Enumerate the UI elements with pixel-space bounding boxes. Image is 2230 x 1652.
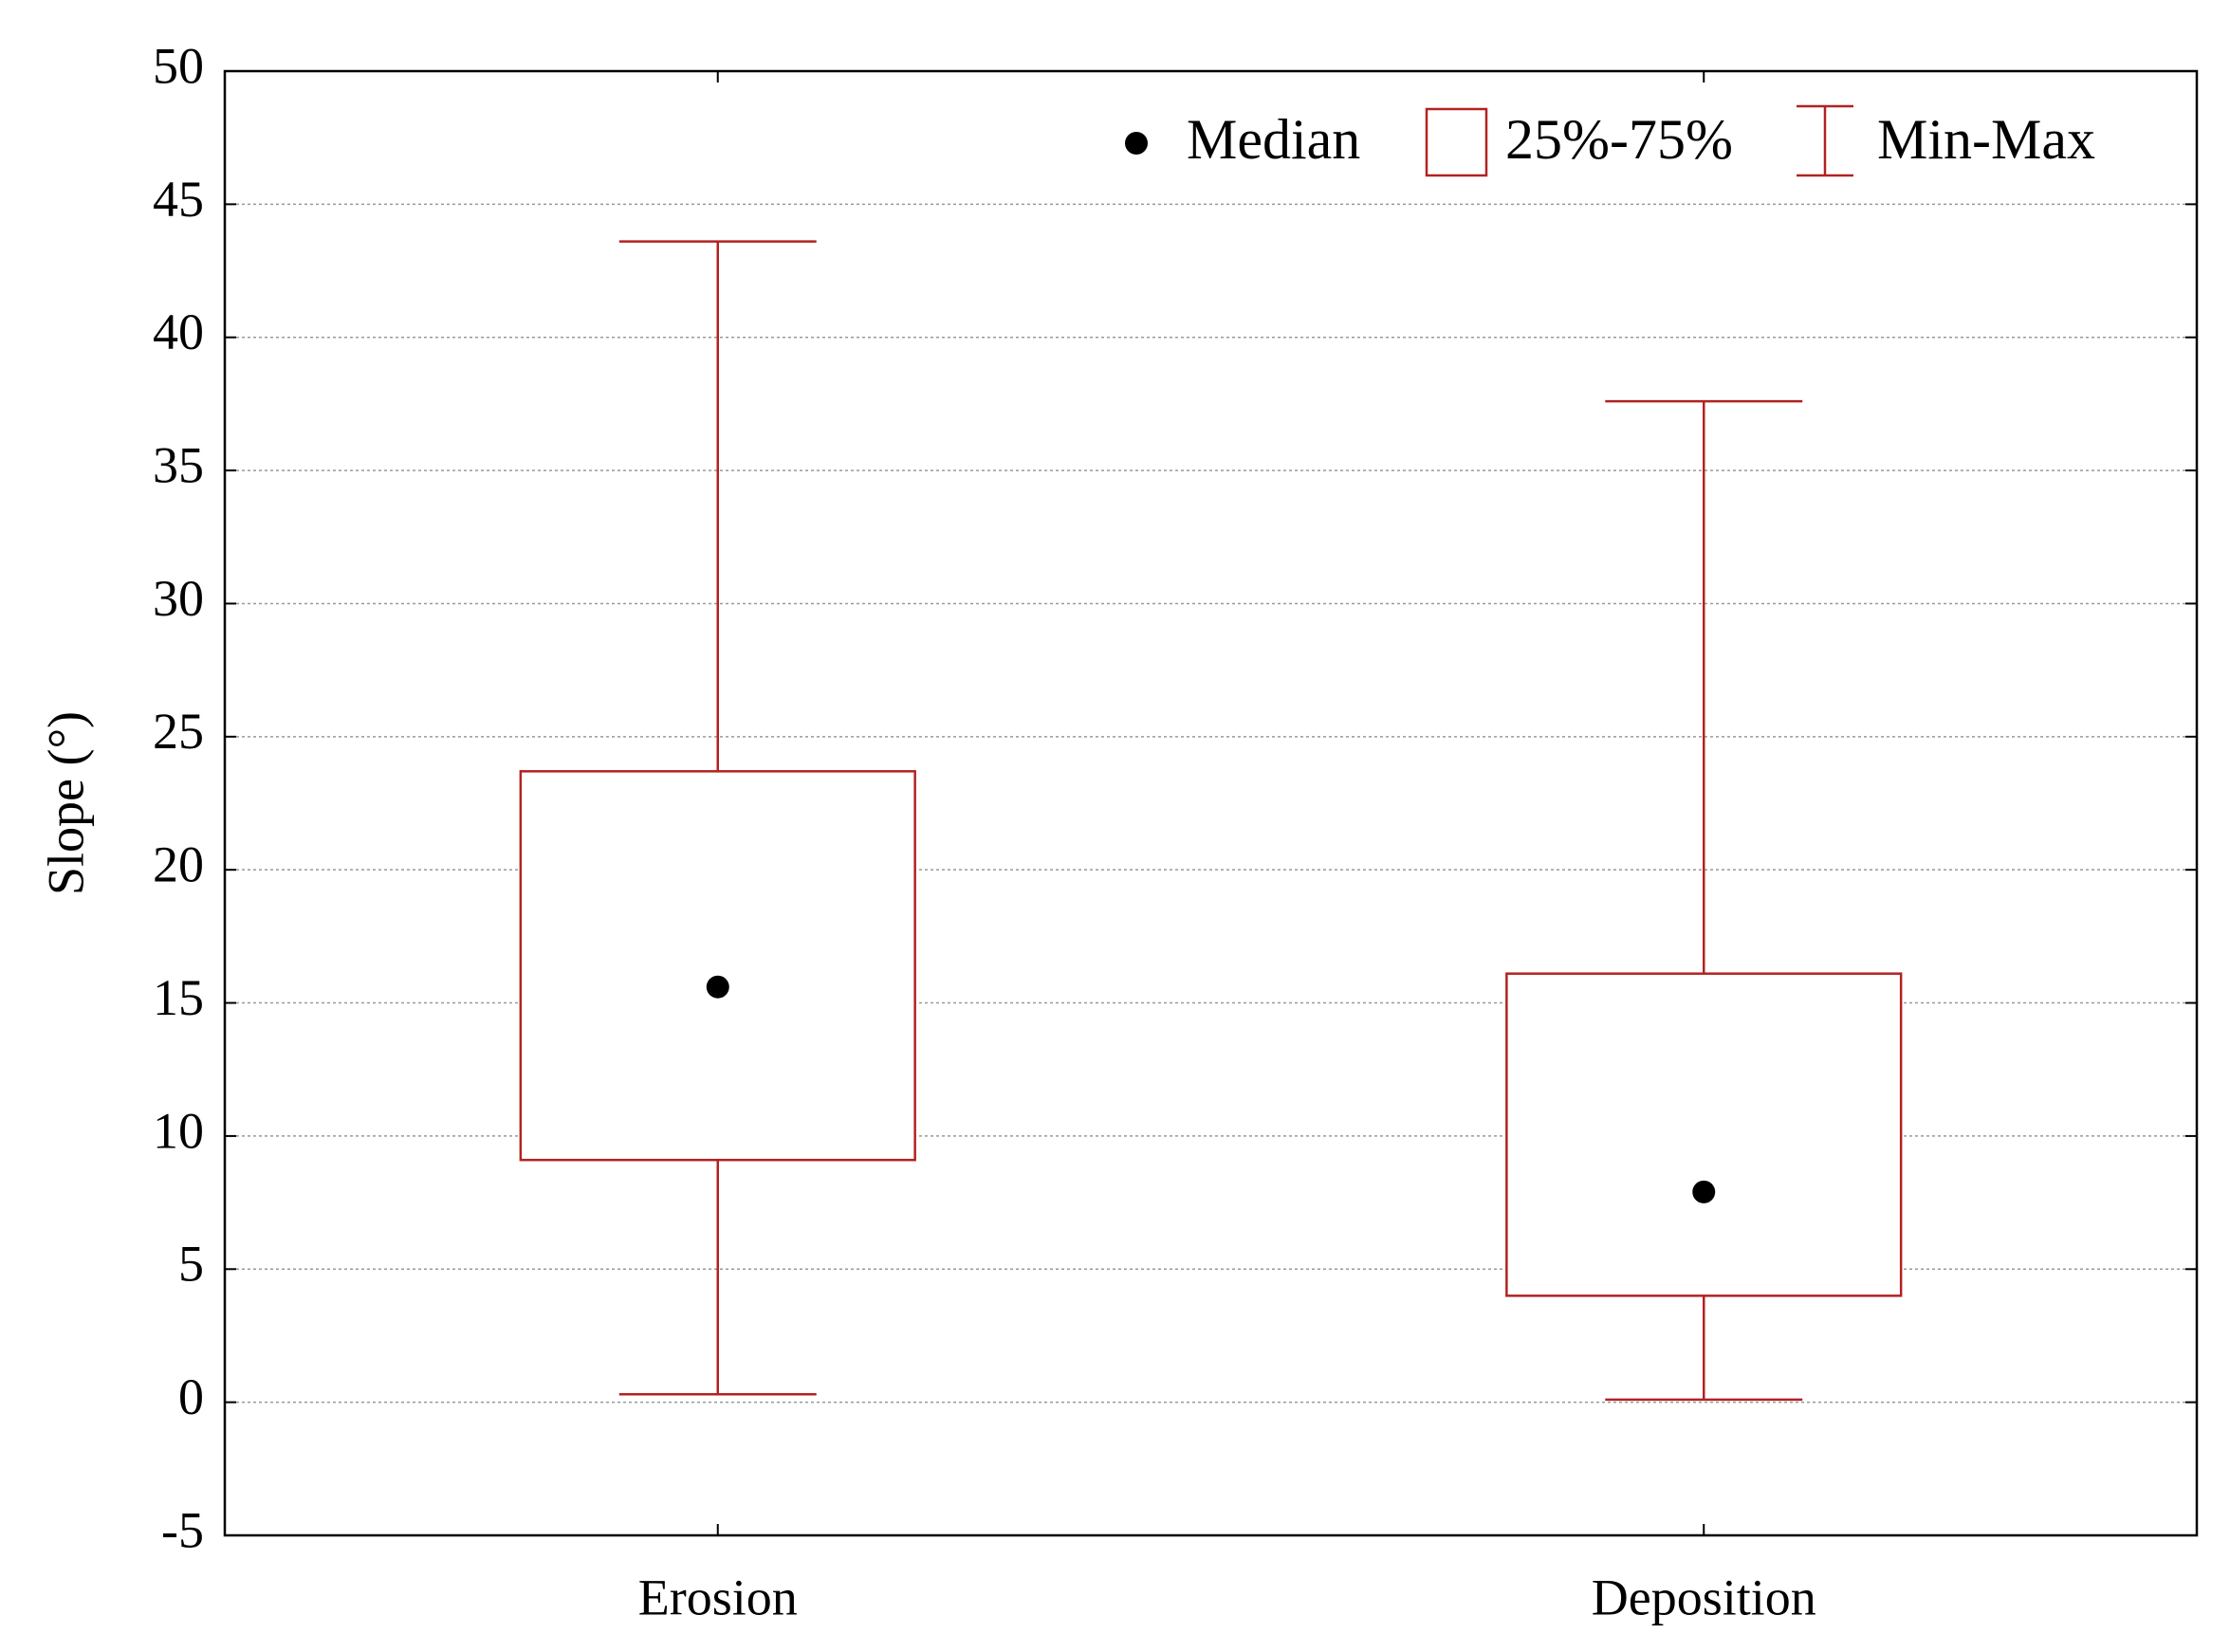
- y-axis-label: Slope (°): [37, 711, 94, 895]
- median-point: [1692, 1180, 1716, 1203]
- plot-frame: [223, 69, 2199, 1537]
- median-point: [706, 975, 729, 999]
- y-tick-label: 15: [153, 969, 204, 1026]
- y-tick-label: 45: [153, 171, 204, 228]
- y-tick-label: 35: [153, 436, 204, 493]
- y-tick-label: 30: [153, 570, 204, 627]
- box: [519, 770, 916, 1162]
- legend-box-symbol: [1425, 107, 1488, 177]
- legend-label: Median: [1187, 108, 1360, 171]
- x-tick-label: Deposition: [1592, 1569, 1816, 1625]
- y-tick-label: 40: [153, 303, 204, 360]
- y-tick-label: 25: [153, 703, 204, 760]
- box: [1505, 972, 1903, 1297]
- y-tick-label: -5: [161, 1501, 204, 1558]
- legend-median-symbol: [1125, 132, 1148, 155]
- y-tick-label: 20: [153, 836, 204, 893]
- y-tick-label: 50: [153, 37, 204, 94]
- y-tick-label: 5: [178, 1236, 204, 1293]
- y-tick-label: 10: [153, 1102, 204, 1159]
- legend-label: 25%-75%: [1505, 108, 1733, 171]
- y-tick-label: 0: [178, 1368, 204, 1425]
- x-tick-label: Erosion: [638, 1569, 798, 1625]
- legend-label: Min-Max: [1877, 108, 2095, 171]
